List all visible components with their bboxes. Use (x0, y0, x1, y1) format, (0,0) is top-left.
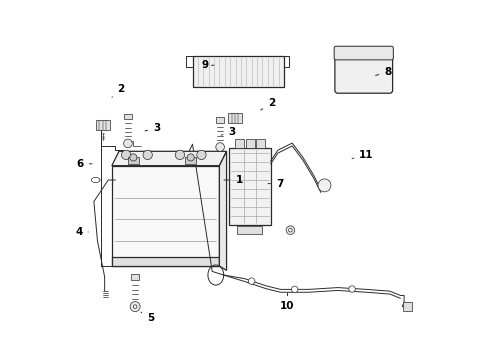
Circle shape (133, 305, 137, 309)
Circle shape (129, 154, 137, 161)
Circle shape (215, 143, 224, 151)
Text: 2: 2 (112, 84, 124, 97)
Circle shape (187, 154, 194, 161)
Bar (228, 113, 242, 123)
Bar (236, 226, 261, 234)
Circle shape (248, 278, 254, 284)
Text: 6: 6 (77, 159, 92, 169)
Bar (402, 302, 411, 311)
Bar (112, 166, 219, 266)
Bar (229, 148, 270, 225)
Text: 7: 7 (267, 179, 283, 189)
Text: 3: 3 (221, 127, 235, 136)
Bar (112, 257, 219, 266)
Polygon shape (112, 151, 226, 166)
Text: 4: 4 (75, 227, 88, 237)
Circle shape (123, 139, 132, 148)
Text: 8: 8 (375, 67, 391, 77)
Text: 10: 10 (280, 293, 294, 311)
Text: 3: 3 (145, 123, 160, 133)
Circle shape (121, 150, 131, 159)
Circle shape (285, 226, 294, 234)
FancyBboxPatch shape (333, 46, 392, 60)
Circle shape (142, 150, 152, 159)
Circle shape (196, 150, 206, 159)
Bar (185, 157, 196, 164)
FancyBboxPatch shape (334, 51, 392, 93)
Circle shape (317, 179, 330, 192)
Circle shape (348, 286, 355, 292)
Circle shape (288, 228, 292, 232)
Bar (215, 117, 224, 123)
Circle shape (291, 286, 297, 293)
Bar (234, 139, 244, 148)
Polygon shape (219, 151, 226, 270)
Text: 5: 5 (141, 312, 154, 323)
Bar (256, 139, 265, 148)
Circle shape (175, 150, 184, 159)
Text: 11: 11 (351, 150, 373, 160)
Text: 2: 2 (260, 98, 274, 110)
Bar (96, 120, 110, 130)
Bar (128, 157, 139, 164)
Bar (123, 114, 132, 119)
Bar (192, 56, 284, 87)
Bar (131, 274, 139, 280)
Bar (245, 139, 254, 148)
Text: 9: 9 (201, 60, 214, 70)
Circle shape (130, 302, 140, 312)
Text: 1: 1 (224, 175, 242, 185)
